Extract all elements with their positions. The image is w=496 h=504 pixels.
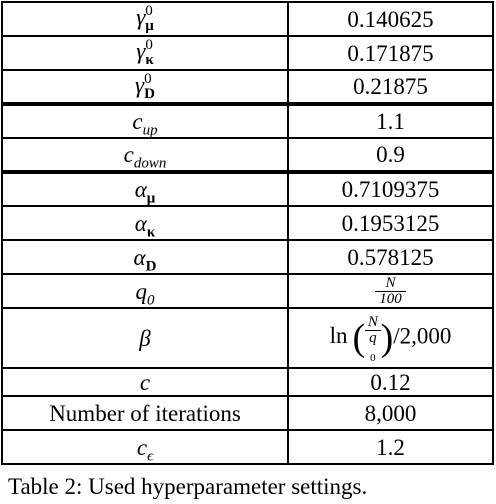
param-symbol: α xyxy=(134,177,147,202)
param-cell: αμ xyxy=(1,171,289,207)
value-text: 0.7109375 xyxy=(341,177,440,202)
numerator: N xyxy=(375,275,406,292)
value-cell: 0.140625 xyxy=(287,1,494,37)
value-cell: 1.2 xyxy=(287,429,494,465)
hyperparameter-table: γ 0 μ 0.140625 γ 0 κ 0.171875 γ 0 D 0.21875 cup 1.1 cd… xyxy=(1,1,494,465)
param-symbol: Number of iterations xyxy=(49,400,241,426)
param-subscript: μ xyxy=(146,190,156,207)
value-cell: 1.1 xyxy=(287,103,494,139)
param-cell: cϵ xyxy=(1,429,289,465)
denominator: 100 xyxy=(375,290,406,307)
param-symbol: c xyxy=(123,142,134,167)
param-cell: β xyxy=(1,307,289,369)
value-text: 0.9 xyxy=(376,142,405,167)
param-symbol: α xyxy=(133,244,146,270)
param-subscript: 0 xyxy=(147,292,155,309)
value-cell: 0.9 xyxy=(287,137,494,174)
table-row: q0 N 100 xyxy=(1,273,494,309)
param-symbol: q xyxy=(135,278,148,304)
table-row: c 0.12 xyxy=(1,367,494,397)
denominator-subscript: 0 xyxy=(370,352,376,364)
table-row: Number of iterations 8,000 xyxy=(1,395,494,431)
param-symbol: α xyxy=(134,210,147,236)
value-cell: 0.578125 xyxy=(287,239,494,275)
value-text: 1.1 xyxy=(376,109,405,134)
value-cell: 0.1953125 xyxy=(287,205,494,241)
table-row: γ 0 μ 0.140625 xyxy=(1,1,494,37)
param-superscript: 0 xyxy=(145,37,153,53)
param-subscript: down xyxy=(133,155,167,172)
param-cell: cup xyxy=(1,103,289,139)
param-subscript: μ xyxy=(145,18,154,34)
fraction: N 100 xyxy=(375,275,406,307)
table-row: αμ 0.7109375 xyxy=(1,171,494,207)
value-text: 0.578125 xyxy=(347,244,434,270)
denominator-base: 100 xyxy=(379,290,402,307)
param-symbol: γ xyxy=(136,4,146,30)
table-row: cup 1.1 xyxy=(1,103,494,139)
table-row: ακ 0.1953125 xyxy=(1,205,494,241)
param-symbol: β xyxy=(139,325,151,351)
table-row: cϵ 1.2 xyxy=(1,429,494,465)
param-subscript: κ xyxy=(145,52,154,68)
param-cell: αD xyxy=(1,239,289,275)
param-symbol: c xyxy=(136,434,148,460)
value-text: 0.140625 xyxy=(347,6,434,32)
denominator-base: q xyxy=(369,330,377,346)
table-row: γ 0 κ 0.171875 xyxy=(1,35,494,71)
param-cell: Number of iterations xyxy=(1,395,289,431)
param-subscript: up xyxy=(142,122,158,139)
param-symbol: γ xyxy=(136,38,146,64)
paren: ) xyxy=(380,317,394,359)
value-prefix: ln xyxy=(329,323,348,349)
param-cell: c xyxy=(1,367,289,397)
numerator: N xyxy=(365,315,381,331)
param-subscript: D xyxy=(145,258,157,275)
value-cell: 0.7109375 xyxy=(287,171,494,207)
value-cell: 8,000 xyxy=(287,395,494,431)
value-text: 8,000 xyxy=(364,400,417,426)
table-row: αD 0.578125 xyxy=(1,239,494,275)
paren: ( xyxy=(352,317,366,359)
param-subscript: κ xyxy=(146,224,156,241)
value-text: 0.171875 xyxy=(347,40,434,66)
table-row: γ 0 D 0.21875 xyxy=(1,69,494,106)
value-cell: 0.12 xyxy=(287,367,494,397)
value-suffix: /2,000 xyxy=(393,323,452,349)
param-cell: q0 xyxy=(1,273,289,309)
param-symbol: c xyxy=(132,109,143,134)
param-subscript: ϵ xyxy=(147,448,154,465)
value-cell: 0.171875 xyxy=(287,35,494,71)
param-subscript: D xyxy=(144,85,155,102)
param-symbol: c xyxy=(139,369,151,395)
param-superscript: 0 xyxy=(145,3,153,19)
param-cell: cdown xyxy=(1,137,289,174)
value-text: 0.21875 xyxy=(353,74,428,99)
value-text: 1.2 xyxy=(376,434,405,460)
value-text: 0.1953125 xyxy=(341,210,440,236)
table-row: cdown 0.9 xyxy=(1,137,494,174)
value-cell: N 100 xyxy=(287,273,494,309)
caption: Table 2: Used hyperparameter settings. xyxy=(8,474,368,499)
param-cell: ακ xyxy=(1,205,289,241)
value-text: 0.12 xyxy=(370,369,411,395)
param-superscript: 0 xyxy=(144,70,152,87)
value-cell: 0.21875 xyxy=(287,69,494,106)
param-symbol: γ xyxy=(135,71,145,97)
